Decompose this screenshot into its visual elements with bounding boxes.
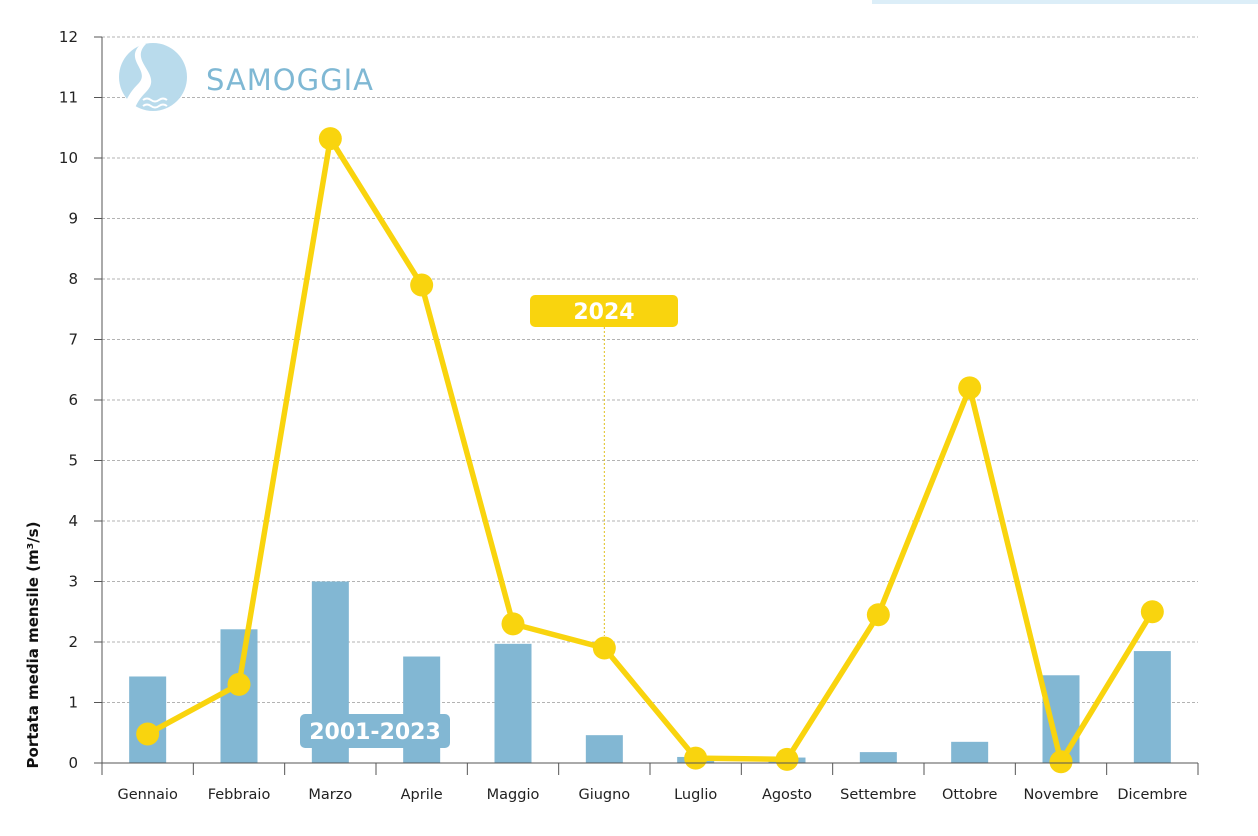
series-tag-box (300, 714, 450, 748)
line-point (136, 722, 160, 746)
y-tick-label: 9 (68, 210, 78, 228)
line-path (146, 135, 1155, 765)
y-tick-label: 5 (68, 452, 78, 470)
line-series (136, 127, 1164, 774)
y-axis-label: Portata media mensile (m³/s) (24, 522, 42, 769)
bar (494, 643, 532, 763)
bar (859, 752, 897, 763)
x-tick-label: Agosto (762, 787, 812, 803)
logo-text: SAMOGGIA (206, 63, 374, 97)
x-tick-label: Dicembre (1117, 787, 1187, 803)
series-tag-label: 2001-2023 (309, 720, 441, 745)
line-point (410, 273, 434, 297)
bars-series (129, 581, 1171, 763)
line-point (684, 746, 708, 770)
x-tick-label: Maggio (487, 787, 540, 803)
y-tick-label: 0 (68, 754, 78, 772)
bar (1133, 651, 1171, 763)
x-tick-labels: Gennaio Febbraio Marzo Aprile Maggio Giugno Lu… (118, 787, 1188, 803)
line-series-tag: 2024 (530, 295, 678, 327)
y-tick-label: 8 (68, 270, 78, 288)
line-point (318, 127, 342, 151)
x-tick-label: Aprile (401, 787, 443, 803)
x-tick-label: Giugno (578, 787, 630, 803)
axes (101, 37, 1199, 775)
line-point (775, 747, 799, 771)
x-tick-label: Marzo (308, 787, 352, 803)
bar-series-tag: 2001-2023 (300, 714, 450, 748)
bar (951, 741, 989, 763)
x-tick-label: Ottobre (942, 787, 998, 803)
series-tags: 2024 2001-2023 (300, 295, 678, 748)
line-point (866, 603, 890, 627)
y-tick-label: 7 (68, 331, 78, 349)
x-tick-label: Febbraio (208, 787, 271, 803)
bar (585, 735, 623, 763)
line-point (958, 376, 982, 400)
y-tick-label: 4 (68, 512, 78, 530)
line-point (227, 672, 251, 696)
series-tag-label: 2024 (573, 300, 634, 325)
x-tick-label: Gennaio (118, 787, 178, 803)
bar (220, 629, 258, 763)
series-tag-box (530, 295, 678, 327)
top-accent-strip (872, 0, 1258, 4)
y-tick-label: 12 (59, 28, 78, 46)
line-point (501, 612, 525, 636)
line-point (1140, 600, 1164, 624)
y-tick-label: 10 (59, 149, 78, 167)
bar (129, 676, 167, 763)
y-tick-label: 6 (68, 391, 78, 409)
line-point (1049, 750, 1073, 774)
x-tick-label: Luglio (674, 787, 717, 803)
line-point (592, 636, 616, 660)
x-tick-label: Novembre (1023, 787, 1098, 803)
y-tick-label: 1 (68, 694, 78, 712)
y-tick-label: 2 (68, 633, 78, 651)
x-tick-label: Settembre (840, 787, 916, 803)
y-tick-label: 11 (59, 89, 78, 107)
river-drop-icon (119, 43, 187, 111)
y-tick-label: 3 (68, 573, 78, 591)
logo: SAMOGGIA (119, 43, 374, 111)
